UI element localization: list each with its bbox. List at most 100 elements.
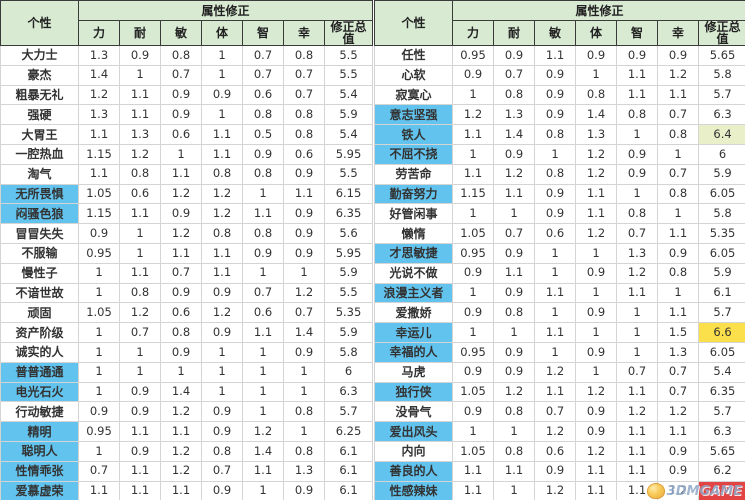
attr-value-cell: 1.1 [119,480,161,500]
attr-value-cell: 1.1 [616,460,659,482]
attr-value-cell: 1.1 [616,421,659,442]
attr-value-cell: 0.9 [657,440,700,462]
attr-value-cell: 1 [575,322,618,343]
attr-value-cell: 1.1 [657,84,700,106]
attr-header-int: 智 [242,20,284,46]
attr-value-cell: 1.2 [657,64,700,86]
total-value-cell: 6.1 [698,282,745,304]
attr-value-cell: 0.6 [160,302,202,324]
attr-value-cell: 0.9 [575,401,618,423]
attr-value-cell: 1.1 [452,460,495,482]
personality-column-header: 个性 [0,0,79,46]
personality-name-cell: 大胃王 [0,124,79,145]
attr-value-cell: 1.1 [201,124,243,145]
attr-value-cell: 1 [534,302,577,324]
personality-name-cell: 一腔热血 [0,143,79,165]
attr-value-cell: 0.8 [283,45,325,66]
attr-value-cell: 1.05 [452,381,495,403]
table-row: 爱慕虚荣 1.1 1.1 1.1 0.9 1 0.9 6.1 [0,480,374,500]
attr-value-cell: 0.8 [575,84,618,106]
total-value-cell: 6.3 [698,421,745,442]
attr-value-cell: 1 [452,282,495,304]
total-value-cell: 5.5 [323,45,374,66]
attr-value-cell: 1.2 [575,381,618,403]
attr-value-cell: 1.2 [575,143,618,165]
table-row: 任性 0.95 0.9 1.1 0.9 0.9 0.9 5.65 [374,45,745,66]
attr-value-cell: 1 [616,341,659,363]
personality-name-cell: 幸运儿 [374,322,454,343]
attr-value-cell: 0.9 [534,183,577,205]
attr-value-cell: 1.1 [119,421,161,442]
attr-value-cell: 1 [201,64,243,86]
attr-value-cell: 1 [242,183,284,205]
table-row: 大胃王 1.1 1.3 0.6 1.1 0.5 0.8 5.4 [0,124,374,145]
table-row: 内向 1.05 0.8 0.6 1.2 1.1 0.9 5.65 [374,440,745,462]
attr-value-cell: 0.9 [160,341,202,363]
attr-value-cell: 0.9 [283,163,325,185]
table-body: 大力士 1.3 0.9 0.8 1 0.7 0.8 5.5 豪杰 1.4 1 0.7 1 0.7 0.7 5.… [0,45,374,500]
personality-name-cell: 没骨气 [374,401,454,423]
attr-value-cell: 1.1 [78,124,120,145]
personality-name-cell: 不谙世故 [0,282,79,304]
personality-name-cell: 诚实的人 [0,341,79,363]
table-row: 浪漫主义者 1 0.9 1.1 1 1.1 1 6.1 [374,282,745,304]
total-value-cell: 5.95 [323,143,374,165]
attr-value-cell: 1.1 [657,223,700,244]
attr-value-cell: 0.7 [119,322,161,343]
attr-value-cell: 0.95 [452,242,495,264]
attr-value-cell: 0.9 [242,143,284,165]
attr-value-cell: 1.1 [575,203,618,225]
table-row: 幸福的人 0.95 0.9 1 0.9 1 1.3 6.05 [374,341,745,363]
attr-header-agi: 敏 [534,20,577,46]
total-value-cell: 5.5 [323,64,374,86]
attr-value-cell: 0.95 [452,45,495,66]
table-row: 光说不做 0.9 1.1 1 0.9 1.2 0.8 5.9 [374,262,745,284]
attr-value-cell: 1 [452,421,495,442]
attr-value-cell: 1.1 [493,183,536,205]
table-row: 淘气 1.1 0.8 1.1 0.8 0.8 0.9 5.5 [0,163,374,185]
attr-value-cell: 0.8 [283,401,325,423]
table-header: 个性 属性修正 力 耐 敏 体 智 幸 修正总值 [374,0,745,46]
table-row: 粗暴无礼 1.2 1.1 0.9 0.9 0.6 0.7 5.4 [0,84,374,106]
attr-value-cell: 0.9 [283,341,325,363]
attr-value-cell: 0.7 [657,163,700,185]
attr-value-cell: 0.6 [283,143,325,165]
attr-value-cell: 1.2 [452,104,495,126]
attr-value-cell: 0.9 [119,381,161,403]
attr-value-cell: 0.7 [242,64,284,86]
attr-value-cell: 1.3 [616,242,659,264]
attr-value-cell: 0.7 [283,64,325,86]
attr-value-cell: 1 [283,262,325,284]
personality-name-cell: 爱撒娇 [374,302,454,324]
attr-value-cell: 1 [201,104,243,126]
personality-name-cell: 不服输 [0,242,79,264]
attr-value-cell: 1.1 [534,322,577,343]
attr-value-cell: 1 [657,203,700,225]
total-value-cell: 6.1 [323,480,374,500]
attr-value-cell: 0.5 [242,124,284,145]
attr-value-cell: 1.1 [201,242,243,264]
attr-value-cell: 1 [452,203,495,225]
attr-value-cell: 1.1 [160,421,202,442]
attr-value-cell: 1 [242,381,284,403]
attr-value-cell: 0.7 [242,45,284,66]
personality-name-cell: 意志坚强 [374,104,454,126]
attr-value-cell: 1 [534,143,577,165]
attr-value-cell: 0.9 [575,421,618,442]
attr-value-cell: 1.1 [575,480,618,500]
attr-value-cell: 1.15 [452,183,495,205]
attr-value-cell: 0.9 [493,242,536,264]
table-row: 精明 0.95 1.1 1.1 0.9 1.2 1 6.25 [0,421,374,442]
personality-name-cell: 豪杰 [0,64,79,86]
personality-name-cell: 懒惰 [374,223,454,244]
attr-value-cell: 0.9 [493,361,536,383]
table-row: 顽固 1.05 1.2 0.6 1.2 0.6 0.7 5.35 [0,302,374,324]
attr-value-cell: 1.2 [657,480,700,500]
attr-value-cell: 1.2 [201,183,243,205]
total-value-cell: 6.05 [698,183,745,205]
personality-column-header: 个性 [374,0,454,46]
attr-value-cell: 1.2 [616,401,659,423]
attr-value-cell: 1.1 [616,282,659,304]
